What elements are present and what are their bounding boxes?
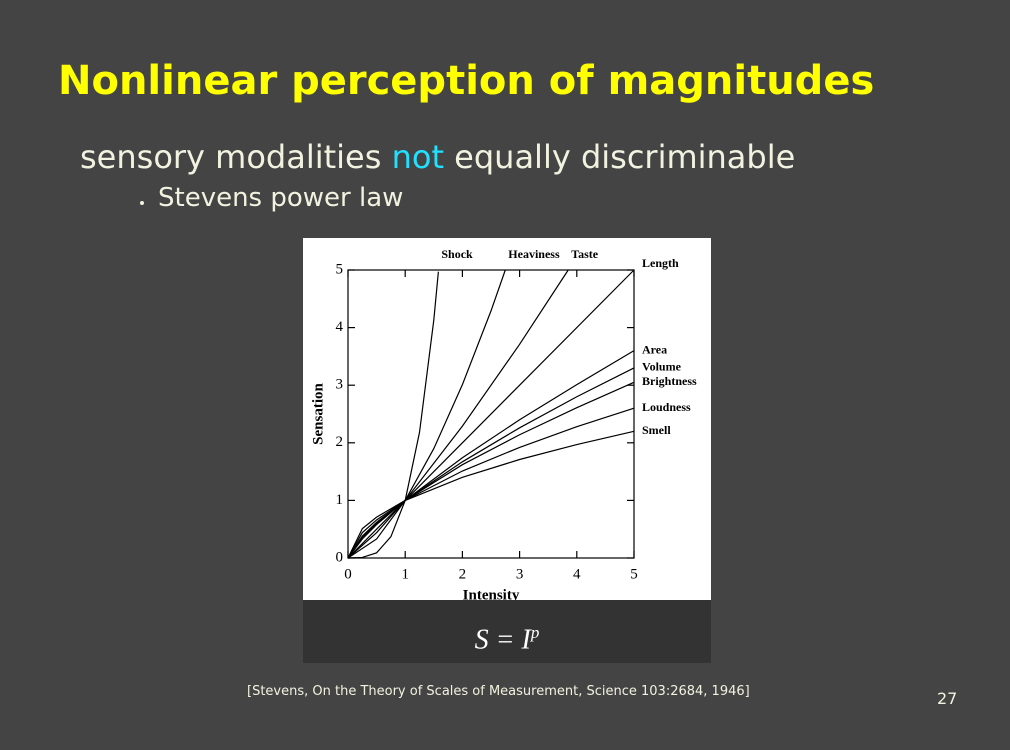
y-tick-label: 5	[336, 261, 344, 277]
y-tick-label: 0	[336, 549, 344, 565]
y-tick-label: 2	[336, 434, 344, 450]
formula-base: S = I	[474, 624, 531, 656]
series-label: Loudness	[642, 400, 691, 414]
bullet-highlight: not	[391, 138, 444, 176]
x-axis-label: Intensity	[463, 587, 520, 600]
chart: Sensation Intensity 0 1 2 3 4 5 0 1 2 3 4 5 Shock Hea…	[303, 238, 711, 600]
series-label: Area	[642, 342, 667, 356]
series-label: Shock	[441, 247, 473, 261]
curve	[347, 350, 635, 559]
bullet-text: sensory modalities	[80, 138, 392, 176]
formula-exponent: p	[530, 623, 540, 642]
x-tick-label: 4	[573, 566, 581, 582]
y-axis-label: Sensation	[310, 383, 326, 445]
slide-title: Nonlinear perception of magnitudes	[58, 58, 875, 104]
bullet-dot	[140, 201, 144, 205]
curve	[347, 381, 635, 559]
series-label: Heaviness	[508, 247, 560, 261]
bullet: sensory modalities not equally discrimin…	[80, 138, 795, 176]
x-tick-label: 2	[459, 566, 467, 582]
curve	[347, 430, 635, 559]
x-tick-label: 3	[516, 566, 524, 582]
curve	[347, 269, 506, 559]
formula: S = Ip	[303, 600, 711, 663]
curve	[347, 271, 439, 559]
y-tick-label: 3	[336, 377, 344, 393]
y-tick-label: 4	[336, 319, 344, 335]
page-number: 27	[937, 689, 958, 708]
y-tick-label: 1	[336, 492, 344, 508]
curve	[347, 367, 635, 559]
series-label: Volume	[642, 360, 682, 374]
curve	[347, 407, 635, 559]
bullet-text: equally discriminable	[443, 138, 796, 176]
sub-bullet: Stevens power law	[158, 183, 404, 213]
curve	[347, 269, 635, 559]
series-label: Smell	[642, 423, 671, 437]
x-tick-label: 5	[630, 566, 638, 582]
series-label: Length	[642, 256, 679, 270]
series-label: Taste	[571, 247, 599, 261]
x-tick-label: 0	[344, 566, 352, 582]
x-tick-label: 1	[401, 566, 409, 582]
plot-frame	[347, 269, 635, 559]
curve	[347, 269, 569, 559]
citation: [Stevens, On the Theory of Scales of Mea…	[247, 684, 750, 699]
series-label: Brightness	[642, 374, 697, 388]
